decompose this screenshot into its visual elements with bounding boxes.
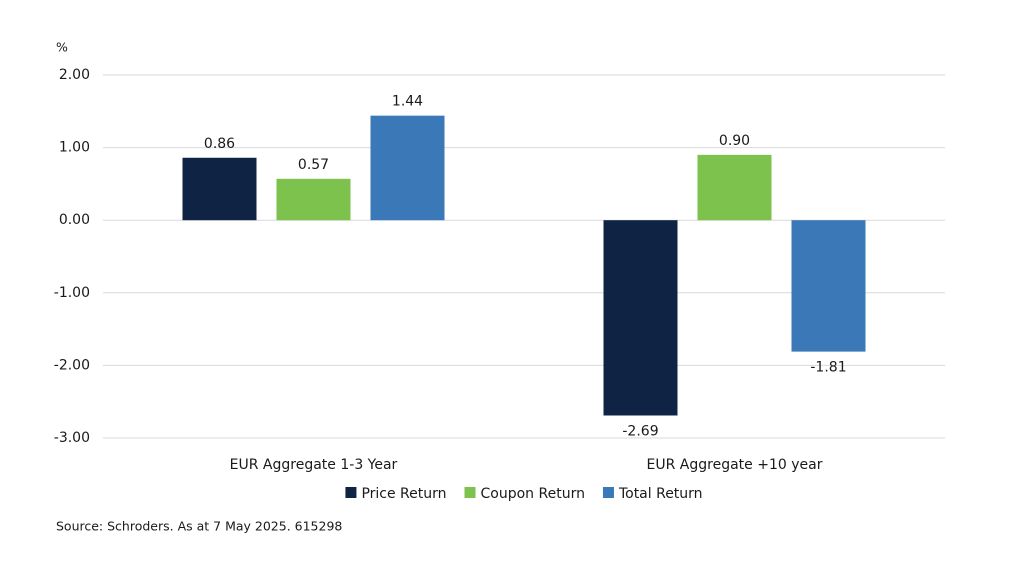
y-tick-label: 1.00	[59, 140, 90, 156]
value-label: 0.57	[298, 157, 329, 173]
bar	[370, 115, 445, 221]
bar	[791, 220, 866, 352]
bar	[276, 178, 351, 221]
value-label: -2.69	[622, 423, 658, 439]
x-tick-label: EUR Aggregate +10 year	[647, 457, 823, 473]
value-label: -1.81	[810, 360, 846, 376]
source: Source: Schroders. As at 7 May 2025. 615…	[56, 519, 342, 534]
legend-swatch	[464, 487, 476, 498]
legend-swatch	[602, 487, 614, 498]
value-label: 0.90	[719, 133, 750, 149]
bar	[603, 220, 678, 416]
value-label: 0.86	[204, 136, 235, 152]
y-tick-label: -3.00	[54, 430, 90, 446]
bar	[697, 154, 772, 221]
value-label: 1.44	[392, 94, 423, 110]
legend-swatch	[345, 487, 357, 498]
y-unit: %	[56, 40, 68, 55]
y-tick-label: -1.00	[54, 285, 90, 301]
legend-label: Total Return	[618, 486, 703, 502]
legend-label: Price Return	[361, 486, 446, 502]
legend-label: Coupon Return	[481, 486, 585, 502]
y-tick-label: -2.00	[54, 357, 90, 373]
y-tick-label: 2.00	[59, 67, 90, 83]
y-tick-label: 0.00	[59, 212, 90, 228]
bar	[182, 157, 257, 221]
x-tick-label: EUR Aggregate 1-3 Year	[230, 457, 398, 473]
